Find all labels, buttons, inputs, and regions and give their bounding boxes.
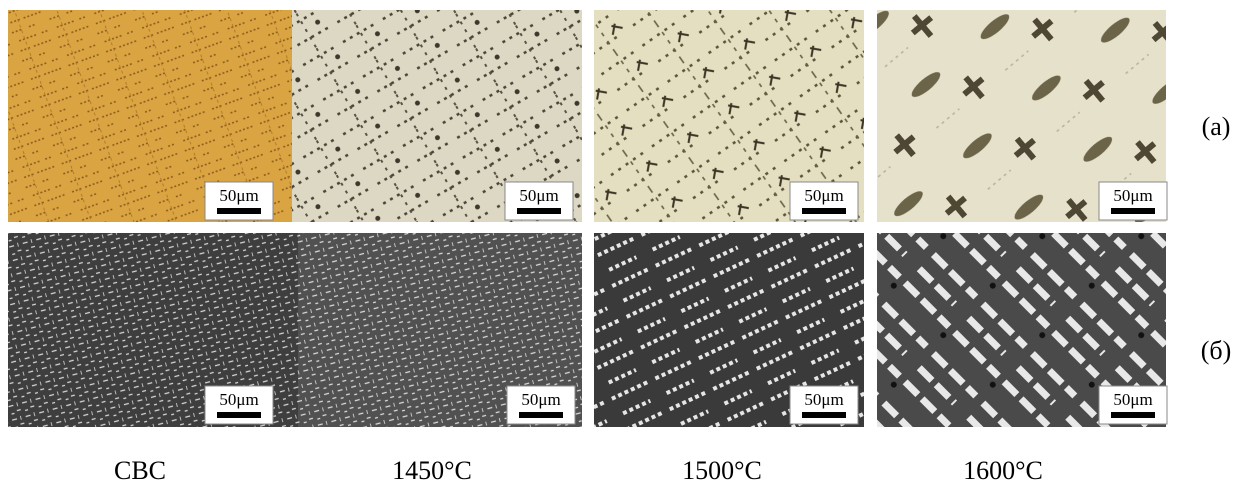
scale-bar-label: 50μm <box>1113 186 1152 205</box>
column-label: 1500°C <box>682 456 762 485</box>
figure: 50μm 50μm 50μm 50μm (a) 50μm 50μm 50μm 50μm (б) CB… <box>0 0 1243 489</box>
scale-bar-label: 50μm <box>1113 390 1152 409</box>
scale-bar-label: 50μm <box>219 390 258 409</box>
scale-bar <box>217 412 261 418</box>
scale-bar-label: 50μm <box>804 186 843 205</box>
scale-bar <box>802 412 846 418</box>
scale-bar-label: 50μm <box>219 186 258 205</box>
scale-bar <box>802 208 846 214</box>
scale-bar-label: 50μm <box>521 390 560 409</box>
scale-bar-label: 50μm <box>519 186 558 205</box>
row-label: (б) <box>1201 336 1232 365</box>
row-label: (a) <box>1202 112 1231 141</box>
scale-bar <box>517 208 561 214</box>
scale-bar <box>1111 412 1155 418</box>
column-label: CBC <box>114 456 166 485</box>
scale-bar-label: 50μm <box>804 390 843 409</box>
scale-bar <box>519 412 563 418</box>
scale-bar <box>1111 208 1155 214</box>
column-label: 1600°C <box>963 456 1043 485</box>
column-label: 1450°C <box>392 456 472 485</box>
scale-bar <box>217 208 261 214</box>
